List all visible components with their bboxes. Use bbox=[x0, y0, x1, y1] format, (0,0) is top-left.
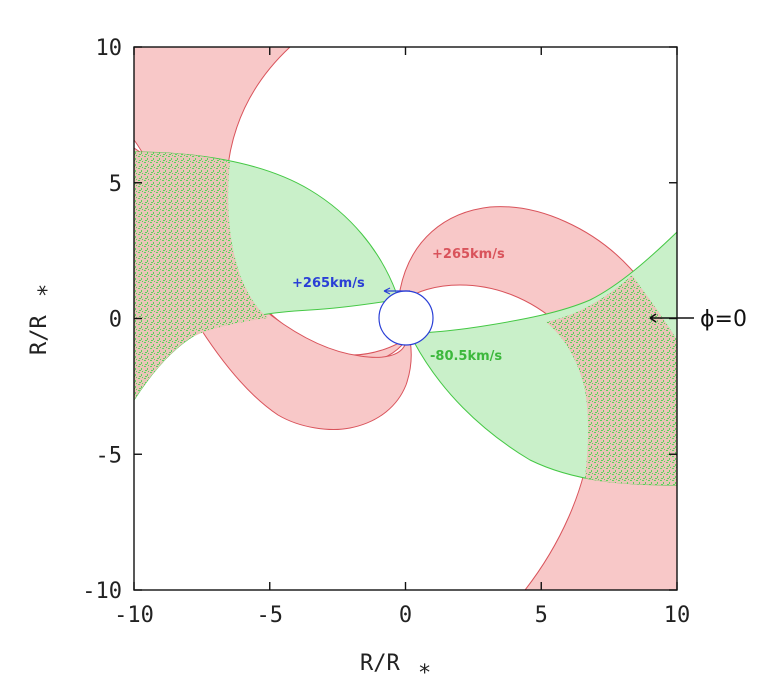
x-tick-label: -5 bbox=[257, 603, 284, 628]
annotation-red-velocity: +265km/s bbox=[432, 247, 505, 262]
y-axis-title: R/R * bbox=[27, 284, 60, 355]
x-tick-label: 10 bbox=[664, 603, 691, 628]
y-axis-label: R/R bbox=[27, 315, 52, 355]
annotation-green-velocity: -80.5km/s bbox=[430, 349, 502, 364]
x-tick-label: 5 bbox=[535, 603, 548, 628]
x-tick-label: 0 bbox=[399, 603, 412, 628]
phi-label: ϕ=0 bbox=[700, 307, 747, 332]
overlap-region-right bbox=[546, 275, 677, 485]
phi-marker: ϕ=0 bbox=[649, 307, 747, 332]
x-axis-title: R/R * bbox=[360, 651, 431, 686]
overlap-region-left bbox=[134, 152, 268, 400]
arrow-left-icon bbox=[649, 313, 694, 323]
y-tick-label: -5 bbox=[96, 443, 123, 468]
y-tick-label: 0 bbox=[109, 308, 122, 333]
y-tick-label: 10 bbox=[96, 36, 123, 61]
plot-area bbox=[134, 47, 677, 590]
y-axis-label-subscript: * bbox=[35, 284, 60, 297]
y-tick-label: 5 bbox=[109, 172, 122, 197]
x-axis-label: R/R bbox=[360, 651, 400, 676]
x-tick-label: -10 bbox=[114, 603, 154, 628]
x-axis-label-subscript: * bbox=[418, 661, 431, 686]
rotation-arrow-icon bbox=[383, 287, 410, 295]
y-tick-label: -10 bbox=[82, 579, 122, 604]
tick-labels: -10 -5 0 5 10 10 5 0 -5 -10 bbox=[82, 36, 690, 628]
stellar-disk bbox=[378, 290, 434, 346]
annotation-blue-velocity: +265km/s bbox=[292, 276, 365, 291]
